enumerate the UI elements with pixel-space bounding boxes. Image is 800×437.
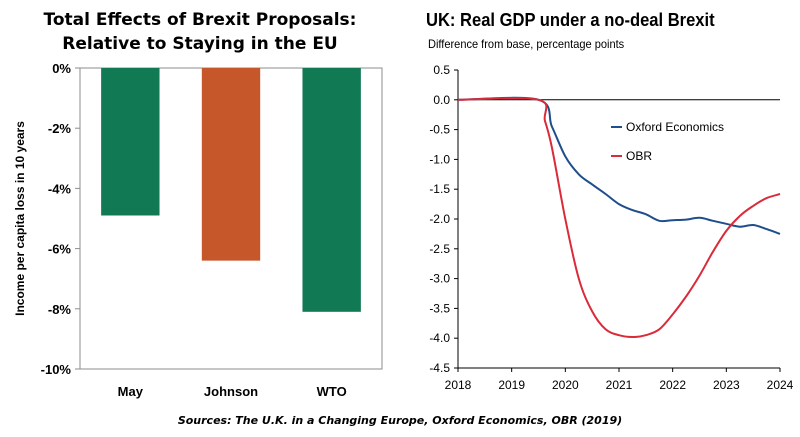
bar-category-label: May <box>118 384 144 399</box>
bar-category-label: WTO <box>317 384 347 399</box>
left-chart-title-line1: Total Effects of Brexit Proposals: <box>43 10 357 30</box>
left-chart-title: Total Effects of Brexit Proposals: Relat… <box>0 8 400 56</box>
bar-may <box>101 68 160 216</box>
line-x-tick-label: 2021 <box>606 378 633 392</box>
bar-y-axis-label: Income per capita loss in 10 years <box>13 121 27 316</box>
line-y-tick-label: -1.5 <box>429 182 450 196</box>
line-series-obr <box>457 97 781 339</box>
bar-y-tick-label: -2% <box>48 121 72 136</box>
bar-wto <box>302 68 361 312</box>
right-chart-subtitle: Difference from base, percentage points <box>428 37 625 51</box>
line-x-tick-label: 2019 <box>498 378 525 392</box>
line-y-tick-label: -3.5 <box>429 301 450 315</box>
line-y-tick-label: -4.5 <box>429 361 450 375</box>
bar-y-tick-label: 0% <box>52 61 71 76</box>
line-y-tick-label: 0.0 <box>433 93 450 107</box>
line-x-tick-label: 2023 <box>713 378 740 392</box>
line-y-tick-label: -2.0 <box>429 212 450 226</box>
bar-y-tick-label: -8% <box>48 302 72 317</box>
line-y-tick-label: 0.5 <box>433 63 450 77</box>
line-y-tick-label: -2.5 <box>429 242 450 256</box>
line-x-tick-label: 2020 <box>552 378 579 392</box>
line-y-tick-label: -0.5 <box>429 123 450 137</box>
line-y-tick-label: -1.0 <box>429 152 450 166</box>
line-x-tick-label: 2018 <box>445 378 472 392</box>
bar-category-label: Johnson <box>204 384 258 399</box>
right-chart-title: UK: Real GDP under a no-deal Brexit <box>426 10 715 30</box>
line-x-tick-label: 2024 <box>767 378 794 392</box>
bar-y-tick-label: -6% <box>48 242 72 257</box>
left-chart-title-line2: Relative to Staying in the EU <box>62 34 338 54</box>
source-note: Sources: The U.K. in a Changing Europe, … <box>177 414 623 427</box>
line-series-oxford-economics <box>457 96 781 235</box>
bar-y-tick-label: -10% <box>41 362 72 377</box>
legend-label-oxford-economics: Oxford Economics <box>626 120 724 134</box>
bar-johnson <box>201 68 261 261</box>
line-y-tick-label: -3.0 <box>429 272 450 286</box>
line-x-tick-label: 2022 <box>659 378 686 392</box>
line-y-tick-label: -4.0 <box>429 331 450 345</box>
legend-label-obr: OBR <box>626 149 652 163</box>
bar-y-tick-label: -4% <box>48 181 72 196</box>
